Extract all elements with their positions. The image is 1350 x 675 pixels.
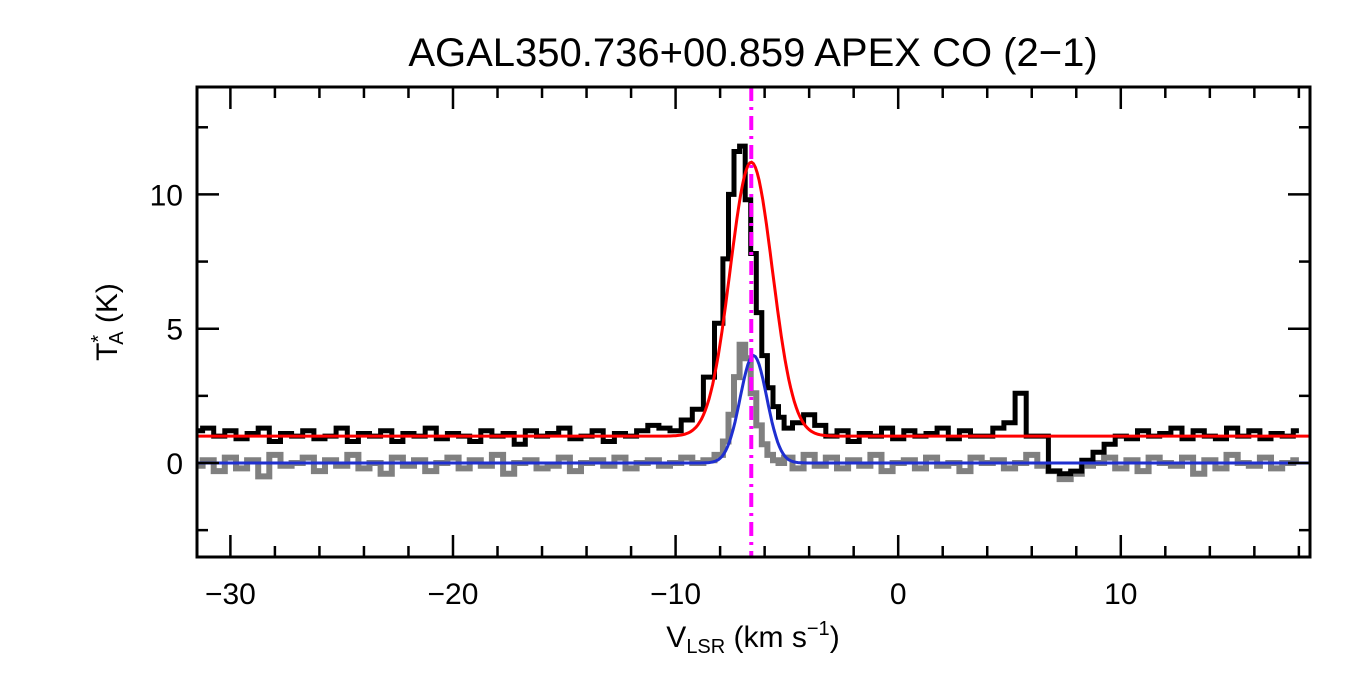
x-tick-label: −30	[205, 578, 256, 611]
plot-area	[197, 87, 1310, 557]
y-tick-label: 0	[166, 448, 183, 481]
x-tick-label: −10	[650, 578, 701, 611]
plot-frame	[195, 85, 1312, 559]
y-tick-labels: 0 5 10	[150, 179, 183, 481]
chart-title: AGAL350.736+00.859 APEX CO (2−1)	[408, 31, 1097, 75]
observed-gaussian-fit-line	[197, 160, 1310, 438]
x-tick-label: 10	[1104, 578, 1137, 611]
observed-spectrum-step-line	[197, 143, 1299, 477]
y-tick-label: 10	[150, 179, 183, 212]
x-axis-label: VLSR (km s−1)	[666, 618, 839, 658]
x-tick-label: 0	[890, 578, 907, 611]
y-tick-label: 5	[166, 314, 183, 347]
residual-spectrum-step-line	[197, 341, 1299, 483]
x-tick-labels: −30 −20 −10 0 10	[205, 578, 1138, 611]
residual-gaussian-fit-line	[197, 353, 1310, 465]
axis-ticks	[197, 87, 1310, 557]
y-axis-label: T*A (K)	[88, 283, 128, 361]
x-tick-label: −20	[428, 578, 479, 611]
